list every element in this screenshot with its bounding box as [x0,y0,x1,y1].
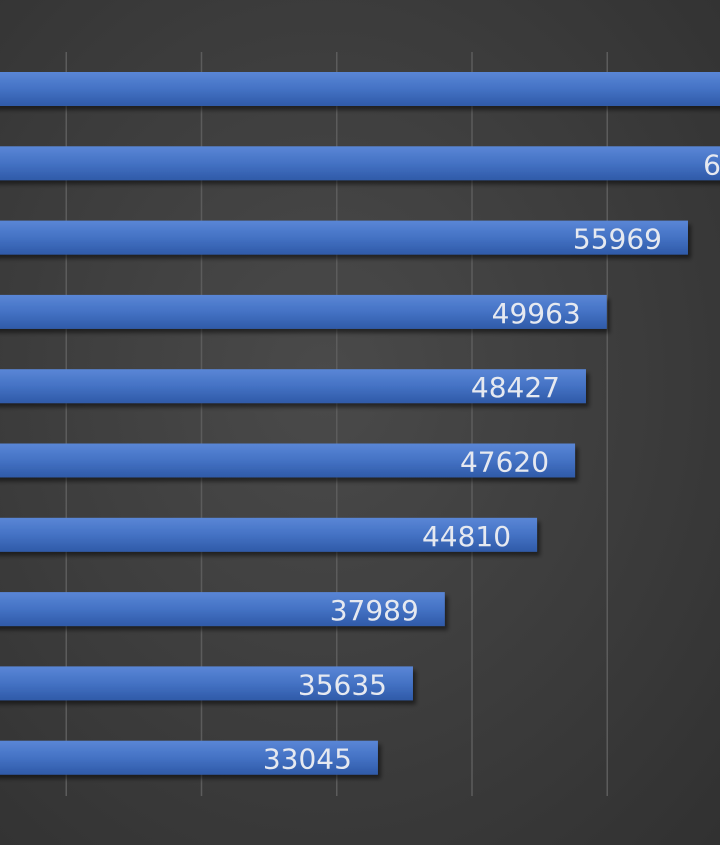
data-label: 55969 [573,223,662,256]
data-label: 37989 [330,594,419,627]
bar [0,517,538,552]
data-label: 35635 [298,668,387,701]
data-label: 44810 [422,520,511,553]
bar [0,220,688,255]
bar [0,443,576,478]
bar [0,740,378,775]
data-label: 49963 [492,297,581,330]
bar [0,369,586,404]
bar [0,666,413,701]
data-label: 65600 [703,148,720,181]
bar [0,146,720,181]
bar [0,592,445,627]
data-label: 33045 [263,743,352,776]
bar [0,72,720,106]
bar [0,294,607,329]
data-label: 47620 [460,446,549,479]
data-label: 48427 [471,371,560,404]
